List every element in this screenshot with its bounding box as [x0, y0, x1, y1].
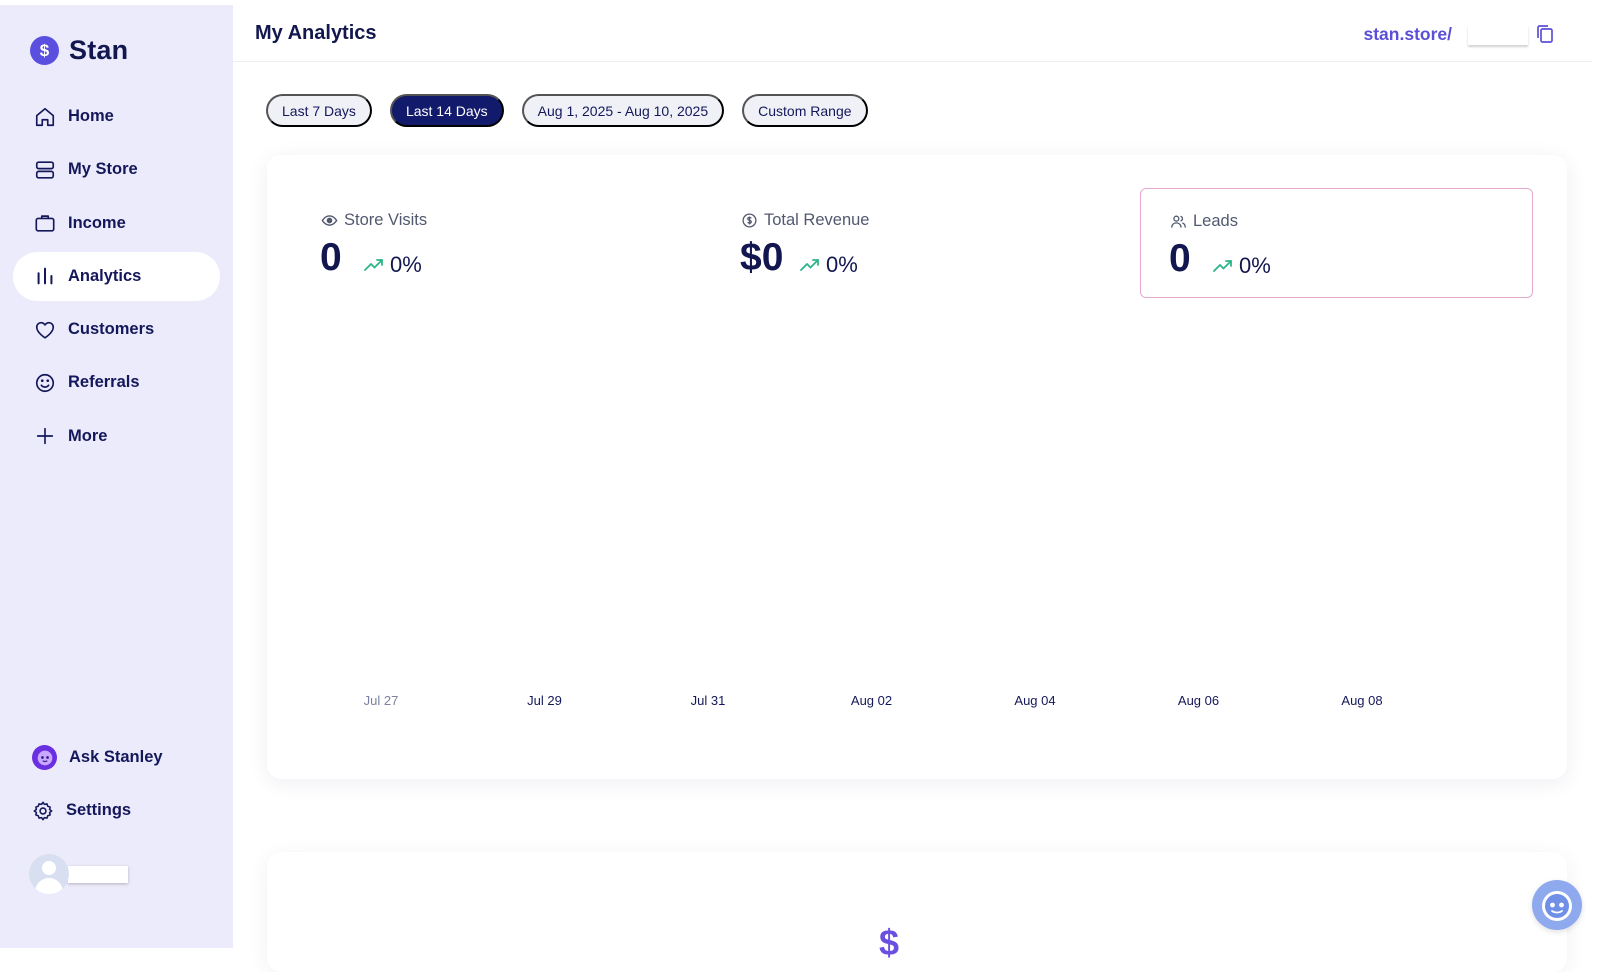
sidebar-item-referrals[interactable]: Referrals	[13, 358, 220, 407]
bar-chart-icon	[37, 268, 53, 285]
x-tick-label: Jul 31	[690, 693, 726, 708]
dollar-circle-icon	[742, 213, 757, 228]
x-tick-label: Jul 27	[363, 693, 399, 708]
sidebar-bottom-nav: Ask Stanley Settings	[13, 733, 220, 840]
stat-value: 0	[320, 236, 342, 279]
sidebar-nav: Home My Store Income Analytics Customers…	[13, 92, 220, 465]
stat-change-text: 0%	[826, 252, 858, 277]
filter-custom-range[interactable]: Custom Range	[742, 94, 868, 127]
stat-change: 0%	[1213, 253, 1271, 279]
store-icon	[35, 161, 55, 179]
heart-icon	[35, 321, 55, 339]
sidebar-item-analytics[interactable]: Analytics	[13, 251, 220, 301]
smile-icon	[35, 373, 55, 393]
page-title: My Analytics	[255, 22, 377, 44]
sidebar-item-label: Customers	[68, 320, 155, 339]
trend-up-icon	[1213, 260, 1232, 272]
sidebar-item-label: My Store	[68, 160, 138, 179]
gear-icon	[33, 801, 53, 821]
sidebar-item-label: Settings	[66, 801, 132, 820]
filter-last-14-days[interactable]: Last 14 Days	[389, 94, 504, 127]
sidebar-item-my-store[interactable]: My Store	[13, 145, 220, 194]
stat-change-text: 0%	[1239, 253, 1271, 278]
x-tick-label: Aug 08	[1341, 693, 1383, 708]
store-link[interactable]: stan.store/	[1363, 24, 1453, 44]
stat-label-text: Leads	[1193, 212, 1238, 230]
store-username-redacted	[1468, 25, 1528, 45]
user-name-redacted	[68, 865, 128, 883]
sidebar-item-settings[interactable]: Settings	[13, 786, 220, 835]
secondary-card: $	[267, 852, 1567, 972]
avatar[interactable]	[29, 854, 69, 894]
robot-icon	[32, 745, 57, 770]
stat-change-text: 0%	[390, 252, 422, 277]
robot-face-icon	[1542, 891, 1572, 921]
sidebar-item-ask-stanley[interactable]: Ask Stanley	[13, 733, 220, 782]
filter-date-range[interactable]: Aug 1, 2025 - Aug 10, 2025	[521, 94, 725, 127]
chart-x-axis: Jul 27 Jul 29 Jul 31 Aug 02 Aug 04 Aug 06 Aug …	[267, 693, 1567, 713]
stat-value: 0	[1169, 237, 1191, 280]
copy-icon[interactable]	[1535, 23, 1555, 45]
stat-leads[interactable]: Leads 0 0%	[1140, 188, 1533, 298]
analytics-card: Store Visits 0 0% Total Revenue $0 0% Le…	[267, 155, 1567, 779]
x-tick-label: Aug 06	[1177, 693, 1220, 708]
stat-label: Total Revenue	[741, 211, 870, 230]
stat-value: $0	[740, 236, 784, 279]
brand-name: Stan	[69, 35, 129, 65]
sidebar-item-label: Ask Stanley	[69, 748, 163, 766]
eye-icon	[321, 215, 338, 226]
stat-change: 0%	[364, 252, 422, 278]
x-tick-label: Aug 02	[850, 693, 893, 708]
stat-label: Store Visits	[321, 211, 427, 230]
sidebar-item-label: Income	[68, 213, 126, 232]
trend-up-icon	[364, 259, 383, 271]
x-tick-label: Jul 29	[527, 693, 562, 708]
brand[interactable]: $ Stan	[30, 35, 128, 66]
sidebar-item-income[interactable]: Income	[13, 199, 220, 248]
sidebar-item-customers[interactable]: Customers	[13, 305, 220, 354]
trend-up-icon	[800, 259, 819, 271]
stat-label-text: Store Visits	[344, 211, 428, 229]
home-icon	[35, 107, 55, 126]
stan-logo-icon: $	[30, 36, 59, 65]
avatar-body-shape	[35, 878, 63, 894]
plus-icon	[36, 428, 54, 445]
stat-total-revenue[interactable]: Total Revenue $0 0%	[712, 188, 1105, 298]
sidebar-item-label: More	[68, 426, 108, 445]
date-filters: Last 7 Days Last 14 Days Aug 1, 2025 - A…	[266, 94, 868, 127]
avatar-head-shape	[42, 861, 56, 875]
sidebar-item-more[interactable]: More	[13, 412, 220, 461]
sidebar-item-label: Home	[68, 107, 114, 125]
stanley-bot-button[interactable]	[1532, 880, 1582, 930]
users-icon	[1171, 215, 1186, 228]
briefcase-icon	[35, 215, 55, 232]
stat-change: 0%	[800, 252, 858, 278]
stat-label: Leads	[1170, 212, 1238, 231]
top-bar: My Analytics stan.store/	[233, 0, 1592, 62]
user-profile[interactable]	[29, 854, 128, 894]
sidebar-item-label: Analytics	[68, 266, 142, 285]
dollar-icon: $	[879, 922, 900, 963]
sidebar-item-home[interactable]: Home	[13, 92, 220, 141]
stat-store-visits[interactable]: Store Visits 0 0%	[292, 188, 685, 298]
x-tick-label: Aug 04	[1014, 693, 1056, 708]
sidebar: $ Stan Home My Store Income Analytics Cu…	[0, 5, 233, 948]
sidebar-item-label: Referrals	[68, 373, 140, 392]
filter-last-7-days[interactable]: Last 7 Days	[266, 94, 372, 127]
stat-label-text: Total Revenue	[764, 211, 870, 229]
